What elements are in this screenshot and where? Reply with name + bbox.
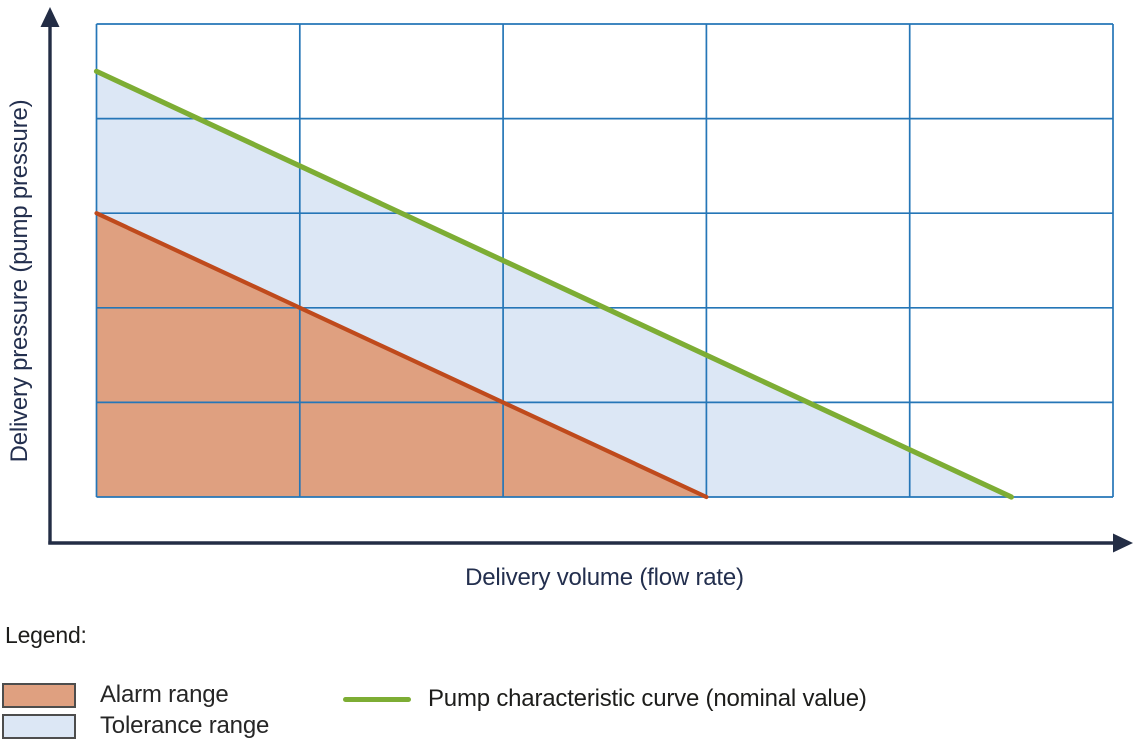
legend-title: Legend: bbox=[5, 622, 87, 648]
alarm-range-swatch bbox=[2, 682, 76, 708]
legend-item-tolerance-range: Tolerance range bbox=[2, 712, 270, 739]
tolerance-range-label: Tolerance range bbox=[100, 712, 270, 739]
x-axis-label: Delivery volume (flow rate) bbox=[465, 564, 744, 591]
legend-item-nominal-curve: Pump characteristic curve (nominal value… bbox=[343, 685, 867, 712]
tolerance-range-swatch bbox=[2, 713, 76, 739]
pump-curve-chart bbox=[40, 7, 1133, 553]
alarm-boundary-line bbox=[94, 211, 709, 500]
alarm-range-label: Alarm range bbox=[100, 681, 229, 708]
y-axis-arrowhead bbox=[40, 7, 60, 27]
x-axis-arrowhead bbox=[1113, 533, 1133, 553]
nominal-curve-swatch bbox=[343, 696, 411, 702]
legend-item-alarm-range: Alarm range bbox=[2, 681, 229, 708]
y-axis-label-text: Delivery pressure (pump pressure) bbox=[6, 99, 33, 463]
nominal-curve-label: Pump characteristic curve (nominal value… bbox=[428, 685, 867, 712]
nominal-curve-line bbox=[93, 68, 1014, 500]
